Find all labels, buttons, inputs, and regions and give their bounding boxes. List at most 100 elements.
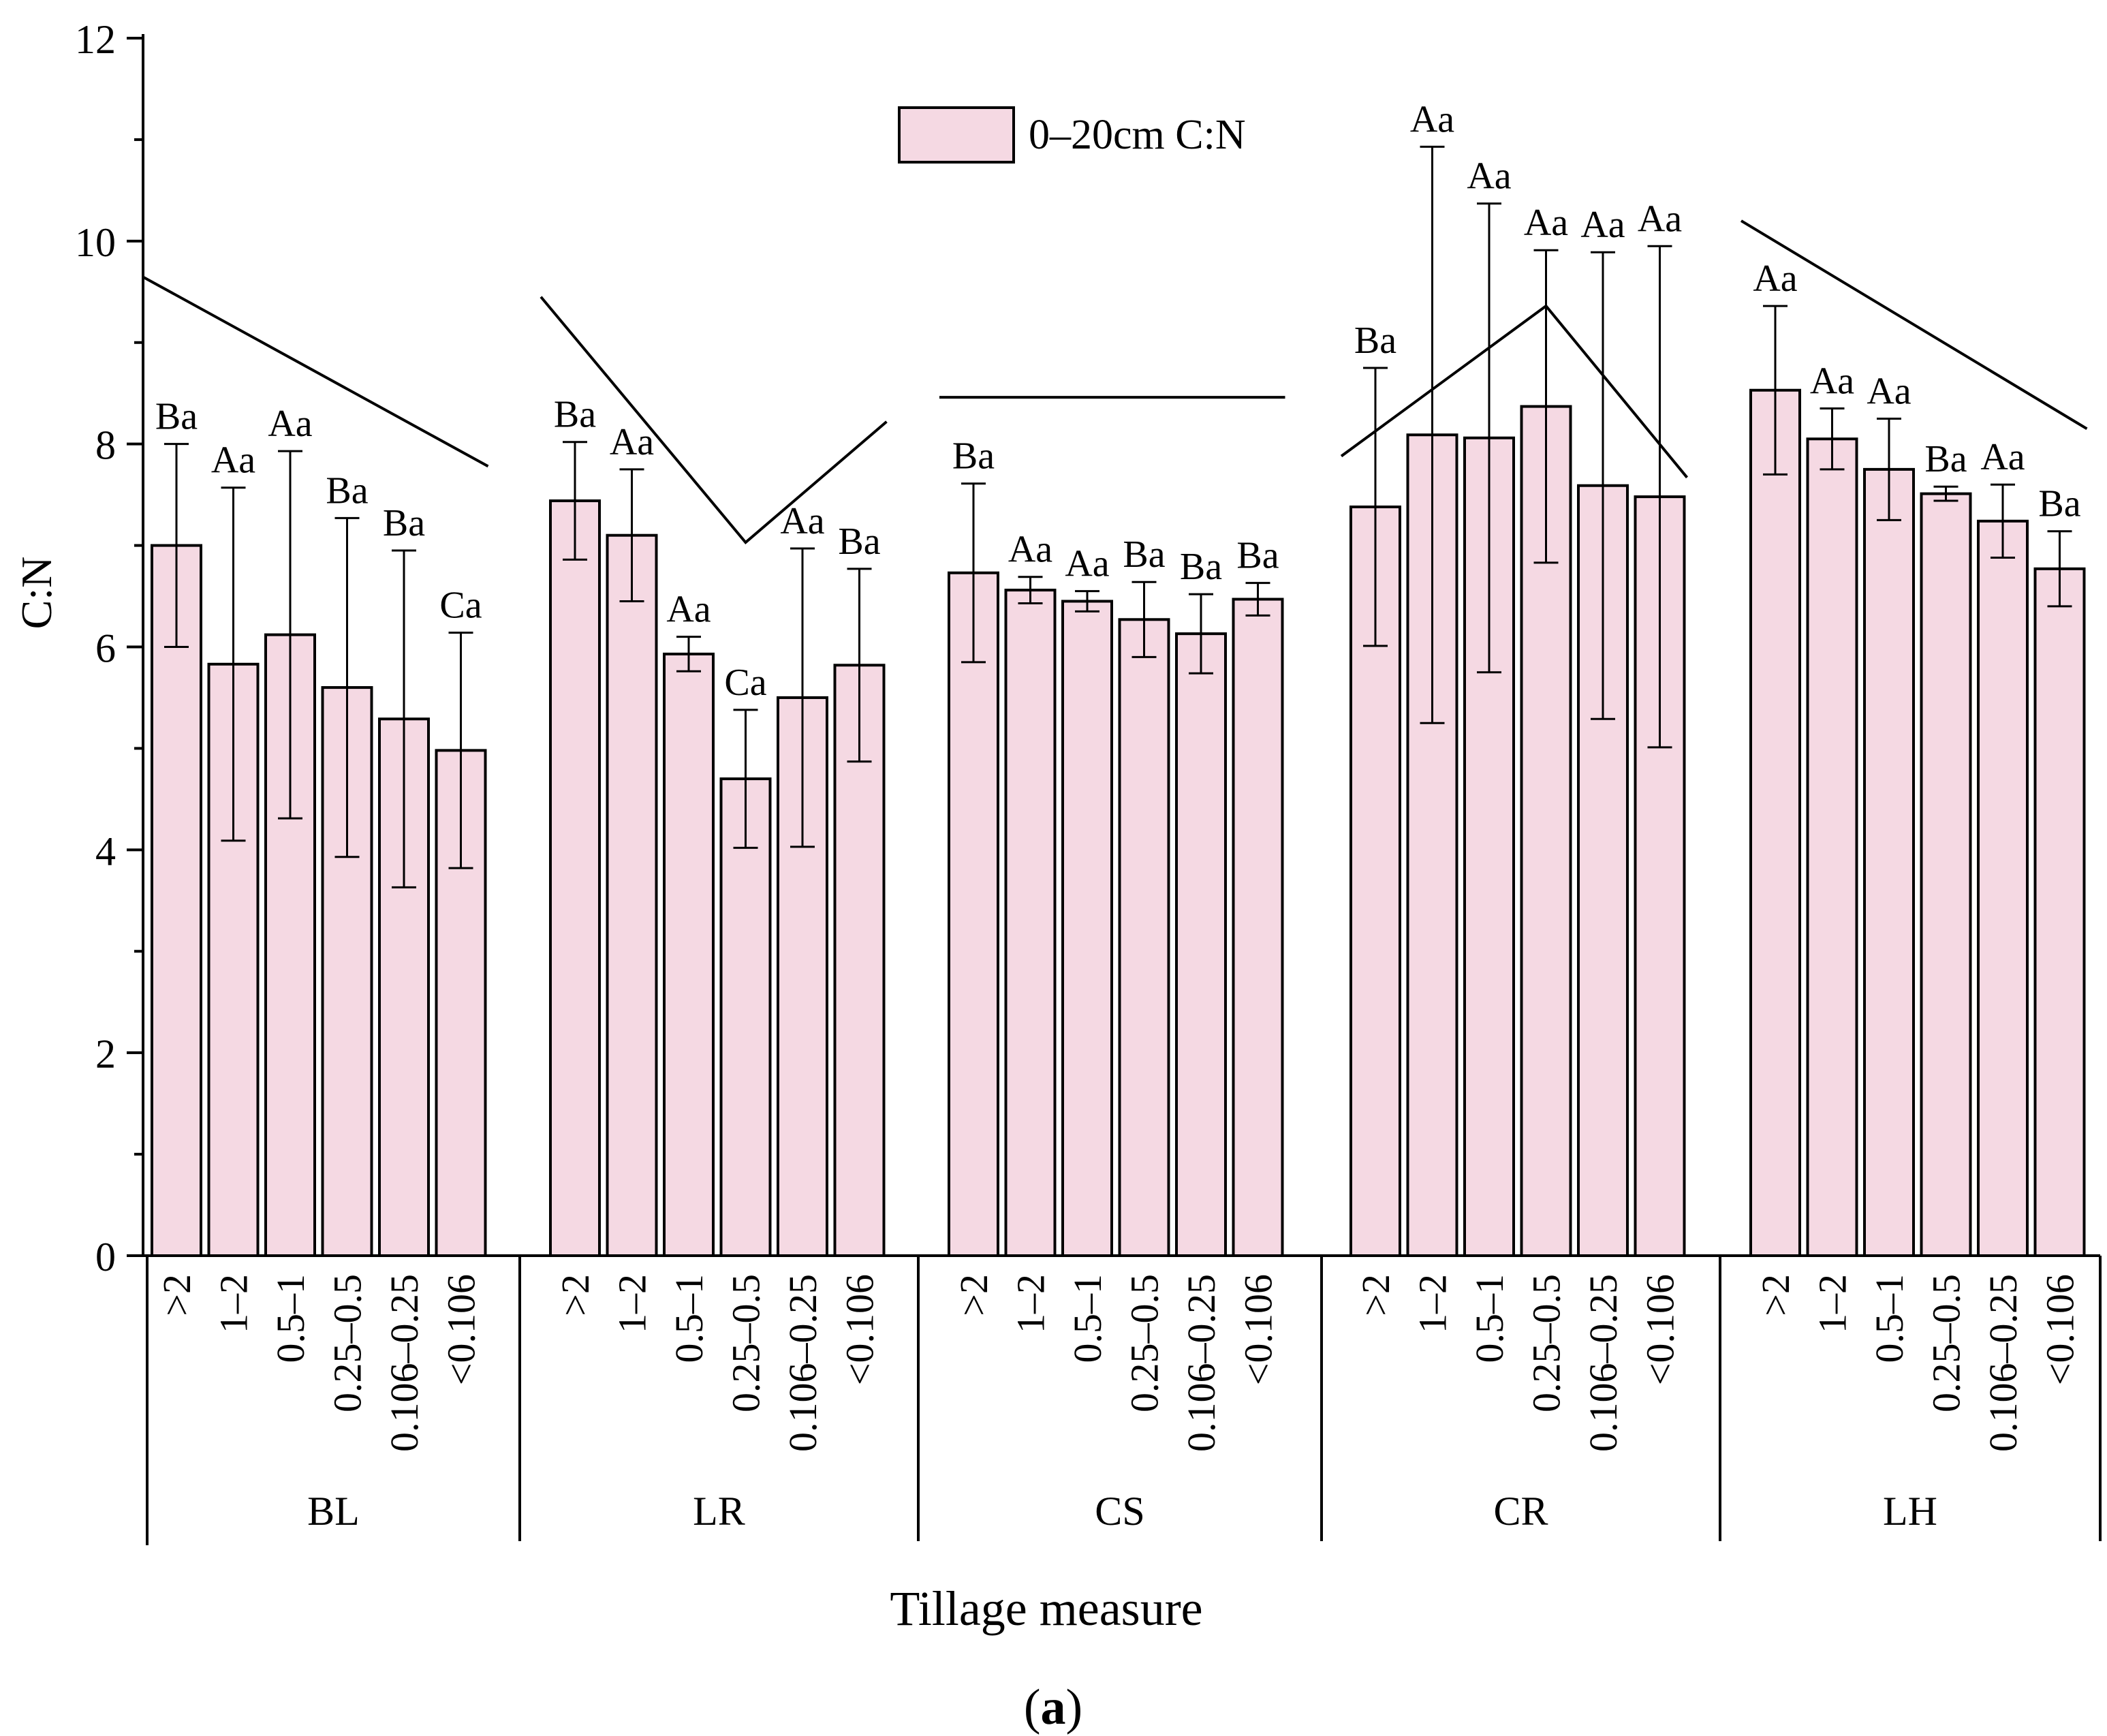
y-tick-label: 0 — [95, 1235, 116, 1280]
category-label: 0.25–0.5 — [1924, 1274, 1969, 1412]
significance-labels: Ba Aa Aa Ba Ba Ca Ba Aa Aa Ca Aa Ba Ba Aa Aa Ba Ba Ba Ba Aa… — [155, 98, 2081, 703]
y-tick-label: 10 — [75, 220, 116, 265]
significance-label: Aa — [268, 403, 312, 445]
category-label: >2 — [155, 1274, 199, 1316]
category-label: <0.106 — [1236, 1274, 1281, 1385]
significance-label: Ca — [724, 662, 766, 704]
category-label: 0.106–0.25 — [781, 1274, 825, 1452]
y-axis-title: C:N — [12, 557, 61, 630]
category-label: 0.106–0.25 — [1179, 1274, 1223, 1452]
trend-lines — [142, 219, 2088, 544]
category-label: <0.106 — [838, 1274, 882, 1385]
bars — [151, 388, 2086, 1257]
bar — [606, 533, 658, 1257]
category-label: 1–2 — [1009, 1274, 1053, 1333]
category-label: <0.106 — [1638, 1274, 1683, 1385]
significance-label: Aa — [1410, 98, 1454, 140]
bar — [1004, 589, 1057, 1257]
trend-line — [142, 275, 489, 468]
bar — [948, 571, 999, 1257]
bar — [1977, 519, 2029, 1257]
error-bars — [164, 145, 2072, 888]
bar — [1118, 618, 1170, 1257]
category-label: <0.106 — [439, 1274, 484, 1385]
bar — [2033, 567, 2086, 1257]
caption-letter: a — [1041, 1679, 1066, 1735]
category-label: 1–2 — [1411, 1274, 1455, 1333]
significance-label: Aa — [1065, 543, 1109, 585]
trend-line — [1740, 219, 2088, 431]
bar — [549, 499, 601, 1257]
category-label: 0.5–1 — [1065, 1274, 1110, 1363]
significance-label: Ba — [952, 435, 995, 478]
significance-label: Ba — [155, 396, 198, 438]
category-label: >2 — [1354, 1274, 1398, 1316]
significance-label: Ba — [2038, 483, 2080, 525]
category-label: 0.25–0.5 — [1525, 1274, 1569, 1412]
group-labels: BL LR CS CR LH — [307, 1489, 1937, 1534]
trend-line — [540, 296, 888, 544]
legend-swatch — [898, 106, 1015, 164]
category-label: <0.106 — [2038, 1274, 2082, 1385]
legend: 0–20cm C:N — [898, 106, 1246, 164]
y-tick-label: 2 — [95, 1032, 116, 1076]
significance-label: Aa — [780, 500, 824, 542]
category-label: >2 — [553, 1274, 597, 1316]
group-label: LR — [693, 1489, 745, 1534]
caption-close-paren: ) — [1066, 1679, 1083, 1735]
bar — [1863, 467, 1915, 1257]
significance-label: Aa — [1753, 258, 1797, 300]
significance-label: Aa — [666, 589, 711, 631]
legend-label: 0–20cm C:N — [1029, 112, 1246, 158]
category-label: 0.106–0.25 — [1981, 1274, 2025, 1452]
significance-label: Aa — [1980, 436, 2025, 478]
y-tick-label: 8 — [95, 423, 116, 468]
figure-caption: (a) — [1024, 1679, 1082, 1735]
significance-label: Aa — [1810, 360, 1854, 403]
significance-label: Ba — [383, 502, 425, 544]
significance-label: Aa — [1867, 370, 1911, 412]
bar — [1175, 632, 1227, 1257]
category-label: 0.5–1 — [1467, 1274, 1512, 1363]
bar — [1061, 600, 1113, 1257]
significance-label: Ca — [439, 585, 482, 627]
category-labels: >2 1–2 0.5–1 0.25–0.5 0.106–0.25 <0.106 >2 1–2 0… — [155, 1274, 2082, 1452]
y-tick-label: 12 — [75, 17, 116, 62]
category-label: >2 — [1753, 1274, 1798, 1316]
significance-label: Ba — [1180, 546, 1222, 588]
category-label: 0.5–1 — [1867, 1274, 1911, 1363]
significance-label: Ba — [554, 394, 596, 436]
group-label: CR — [1493, 1489, 1548, 1534]
significance-label: Aa — [1638, 198, 1682, 240]
bar — [1920, 492, 1972, 1257]
bar — [719, 777, 772, 1257]
significance-label: Aa — [211, 439, 255, 482]
group-label: CS — [1095, 1489, 1144, 1534]
significance-label: Ba — [1236, 535, 1279, 577]
bar — [1232, 598, 1284, 1257]
bar — [1749, 388, 1801, 1257]
x-axis-title: Tillage measure — [890, 1581, 1202, 1636]
category-label: 0.5–1 — [268, 1274, 313, 1363]
category-label: 0.25–0.5 — [724, 1274, 768, 1412]
bar — [151, 544, 202, 1257]
caption-open-paren: ( — [1024, 1679, 1041, 1735]
significance-label: Ba — [326, 469, 368, 512]
y-tick-label: 4 — [95, 828, 116, 873]
category-label: 0.5–1 — [667, 1274, 711, 1363]
category-label: 0.25–0.5 — [1123, 1274, 1167, 1412]
category-label: 0.25–0.5 — [326, 1274, 370, 1412]
category-label: 0.106–0.25 — [1581, 1274, 1625, 1452]
trend-line — [1340, 304, 1689, 479]
significance-label: Ba — [838, 521, 880, 563]
group-label: BL — [307, 1489, 360, 1534]
bar — [833, 664, 886, 1257]
category-label: 1–2 — [1811, 1274, 1855, 1333]
significance-label: Aa — [610, 421, 654, 463]
significance-label: Ba — [1354, 320, 1396, 362]
significance-label: Ba — [1123, 533, 1165, 576]
significance-label: Aa — [1580, 204, 1625, 246]
category-label: 1–2 — [212, 1274, 256, 1333]
category-label: >2 — [952, 1274, 996, 1316]
